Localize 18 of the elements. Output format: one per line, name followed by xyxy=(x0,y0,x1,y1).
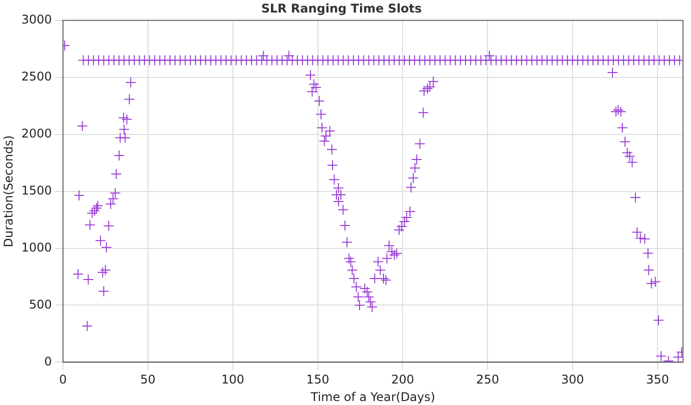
x-tick-label: 100 xyxy=(221,372,244,387)
y-tick-label: 500 xyxy=(29,297,52,312)
y-tick-label: 2500 xyxy=(21,69,52,84)
x-tick-label: 150 xyxy=(306,372,330,387)
x-axis-title: Time of a Year(Days) xyxy=(310,390,436,404)
x-tick-label: 0 xyxy=(59,372,67,387)
x-tick-label: 300 xyxy=(561,372,584,387)
y-tick-label: 2000 xyxy=(21,126,52,140)
chart-title: SLR Ranging Time Slots xyxy=(261,1,422,16)
x-tick-label: 200 xyxy=(391,372,414,387)
y-axis-title: Duration(Seconds) xyxy=(1,135,16,248)
y-tick-label: 3000 xyxy=(21,12,52,27)
y-tick-label: 0 xyxy=(44,354,52,368)
y-tick-label: 1000 xyxy=(21,240,52,254)
y-tick-label: 1500 xyxy=(21,183,52,198)
x-tick-label: 350 xyxy=(646,372,669,387)
x-tick-label: 250 xyxy=(476,372,500,387)
x-tick-label: 50 xyxy=(140,372,156,387)
